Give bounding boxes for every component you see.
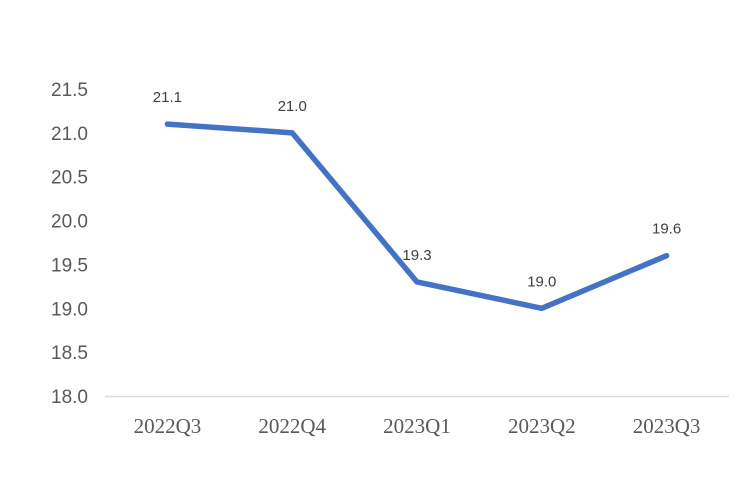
data-point-label: 19.6 [652, 221, 681, 238]
x-axis-category-label: 2023Q1 [383, 414, 451, 438]
y-axis-tick-label: 21.5 [51, 80, 88, 101]
y-axis-tick-label: 18.0 [51, 387, 88, 408]
y-axis-tick-label: 19.5 [51, 255, 88, 276]
data-series-line [164, 121, 670, 312]
y-axis-tick-label: 19.0 [51, 299, 88, 320]
y-axis-tick-label: 18.5 [51, 343, 88, 364]
y-axis-tick-label: 20.5 [51, 168, 88, 189]
data-point-label: 19.3 [402, 247, 431, 264]
y-axis-tick-label: 21.0 [51, 124, 88, 145]
x-axis-category-label: 2023Q3 [633, 414, 701, 438]
x-axis-category-label: 2023Q2 [508, 414, 576, 438]
data-point-label: 19.0 [527, 273, 556, 290]
x-axis-category-label: 2022Q3 [134, 414, 202, 438]
x-axis-category-label: 2022Q4 [258, 414, 326, 438]
data-point-label: 21.0 [278, 98, 307, 115]
data-point-label: 21.1 [153, 89, 182, 106]
y-axis-tick-label: 20.0 [51, 212, 88, 233]
